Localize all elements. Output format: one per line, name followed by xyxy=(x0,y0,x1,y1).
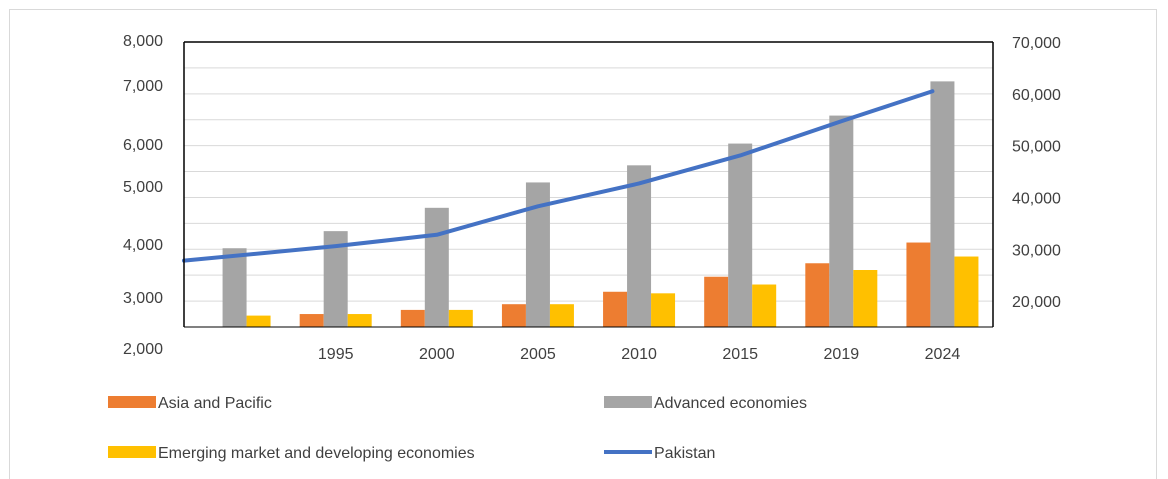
bars xyxy=(222,81,979,327)
left-tick-label: 4,000 xyxy=(123,237,163,254)
right-tick-label: 60,000 xyxy=(1012,87,1061,104)
left-tick-label: 5,000 xyxy=(123,179,163,196)
legend-swatch xyxy=(604,396,652,408)
x-tick-label: 2015 xyxy=(722,346,758,363)
bar-emerging-market-and-developing-economies xyxy=(246,315,271,327)
right-tick-label: 50,000 xyxy=(1012,139,1061,156)
left-tick-label: 3,000 xyxy=(123,290,163,307)
legend-swatch xyxy=(108,446,156,458)
bar-asia-and-pacific xyxy=(906,242,931,327)
bar-emerging-market-and-developing-economies xyxy=(752,284,777,327)
x-tick-label: 2010 xyxy=(621,346,657,363)
bar-advanced-economies xyxy=(222,248,247,327)
bar-asia-and-pacific xyxy=(805,263,830,327)
right-tick-label: 30,000 xyxy=(1012,242,1061,259)
legend-label: Advanced economies xyxy=(654,395,807,412)
left-tick-label: 8,000 xyxy=(123,33,163,50)
bar-advanced-economies xyxy=(627,165,652,327)
left-tick-label: 6,000 xyxy=(123,137,163,154)
bar-asia-and-pacific xyxy=(400,309,425,327)
left-tick-label: 2,000 xyxy=(123,341,163,358)
bar-advanced-economies xyxy=(829,115,854,327)
x-tick-label: 2000 xyxy=(419,346,455,363)
bar-emerging-market-and-developing-economies xyxy=(651,293,676,327)
bar-asia-and-pacific xyxy=(299,314,324,327)
bar-emerging-market-and-developing-economies xyxy=(954,256,979,327)
legend: Asia and Pacific Advanced economies Emergi… xyxy=(108,395,807,462)
x-axis-ticks: 1995 2000 2005 2010 2015 2019 2024 xyxy=(318,346,960,363)
right-tick-label: 40,000 xyxy=(1012,190,1061,207)
line-pakistan xyxy=(182,89,935,263)
bar-asia-and-pacific xyxy=(704,276,729,327)
right-tick-label: 70,000 xyxy=(1012,35,1061,52)
bar-emerging-market-and-developing-economies xyxy=(549,304,574,327)
bar-asia-and-pacific xyxy=(501,304,526,327)
bar-advanced-economies xyxy=(728,143,753,327)
gridlines xyxy=(184,41,993,302)
right-tick-label: 20,000 xyxy=(1012,294,1061,311)
bar-asia-and-pacific xyxy=(603,291,628,327)
x-tick-label: 2024 xyxy=(925,346,961,363)
x-tick-label: 2019 xyxy=(824,346,860,363)
bar-emerging-market-and-developing-economies xyxy=(448,309,473,327)
bar-emerging-market-and-developing-economies xyxy=(853,270,878,327)
left-axis-ticks: 8,000 7,000 6,000 5,000 4,000 3,000 2,000 xyxy=(123,33,163,358)
bar-emerging-market-and-developing-economies xyxy=(347,314,372,327)
legend-label: Pakistan xyxy=(654,445,715,462)
x-tick-label: 1995 xyxy=(318,346,354,363)
legend-swatch xyxy=(108,396,156,408)
legend-label: Emerging market and developing economies xyxy=(158,445,475,462)
bar-advanced-economies xyxy=(930,81,955,327)
x-tick-label: 2005 xyxy=(520,346,556,363)
right-axis-ticks: 70,000 60,000 50,000 40,000 30,000 20,000 xyxy=(1012,35,1061,311)
left-tick-label: 7,000 xyxy=(123,78,163,95)
axes xyxy=(183,41,994,328)
legend-label: Asia and Pacific xyxy=(158,395,272,412)
line-series xyxy=(182,89,935,263)
bar-advanced-economies xyxy=(424,207,449,327)
chart-frame xyxy=(9,9,1157,479)
